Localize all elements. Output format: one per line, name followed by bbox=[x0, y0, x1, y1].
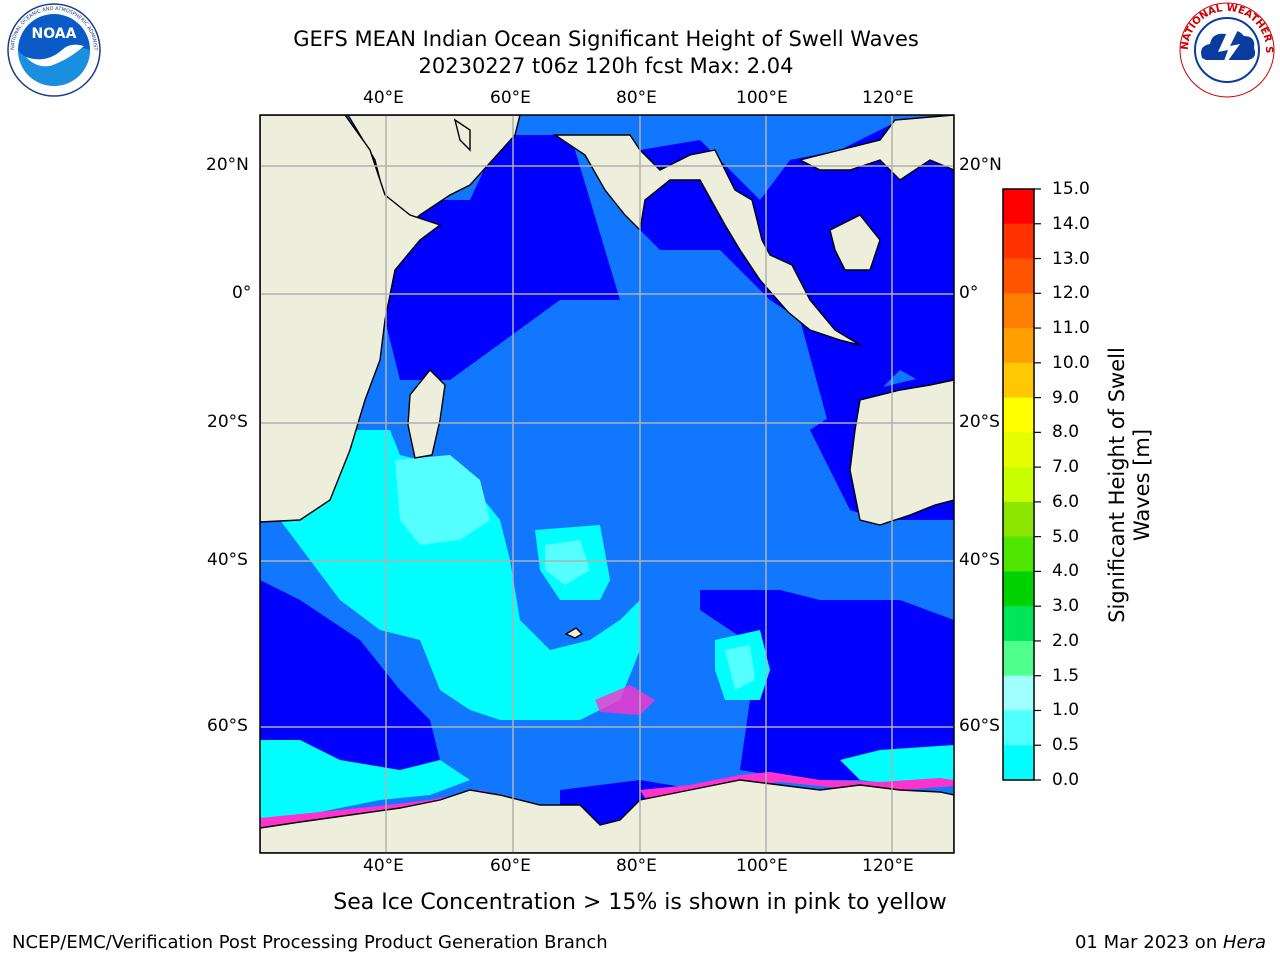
colorbar-tick-marks bbox=[1034, 188, 1041, 781]
sea-ice-note: Sea Ice Concentration > 15% is shown in … bbox=[333, 890, 947, 915]
colorbar-tick-label: 1.0 bbox=[1052, 700, 1080, 721]
footer-credit: NCEP/EMC/Verification Post Processing Pr… bbox=[12, 932, 608, 953]
colorbar-segment bbox=[1003, 223, 1034, 260]
graticule bbox=[260, 115, 954, 853]
lat-label-left-0: 0° bbox=[232, 283, 252, 303]
map-subtitle: 20230227 t06z 120h fcst Max: 2.04 bbox=[418, 54, 794, 78]
lon-label-bottom-60e: 60°E bbox=[490, 856, 531, 876]
noaa-logo-text: NOAA bbox=[32, 26, 77, 42]
colorbar-label-line2: Waves [m] bbox=[1130, 428, 1154, 542]
colorbar-segment bbox=[1003, 328, 1034, 364]
map-frame bbox=[259, 114, 955, 854]
lon-label-top-120e: 120°E bbox=[862, 88, 914, 108]
lon-label-top-40e: 40°E bbox=[363, 88, 404, 108]
colorbar-segment bbox=[1003, 536, 1034, 572]
colorbar-tick-label: 12.0 bbox=[1052, 283, 1090, 304]
colorbar-tick-label: 8.0 bbox=[1052, 422, 1080, 443]
colorbar-tick-label: 0.0 bbox=[1052, 770, 1080, 790]
lat-label-right-40s: 40°S bbox=[959, 550, 1000, 570]
colorbar-tick-label: 3.0 bbox=[1052, 596, 1080, 617]
colorbar-segment bbox=[1003, 745, 1034, 781]
lat-label-left-40s: 40°S bbox=[207, 550, 248, 570]
colorbar-segment bbox=[1003, 675, 1034, 711]
lon-label-top-80e: 80°E bbox=[616, 88, 657, 108]
colorbar-segment bbox=[1003, 710, 1034, 746]
colorbar-segment bbox=[1003, 432, 1034, 468]
land-masses bbox=[260, 115, 954, 853]
noaa-logo: NOAA NATIONAL OCEANIC AND ATMOSPHERIC AD… bbox=[4, 2, 101, 97]
colorbar-segment bbox=[1003, 293, 1034, 329]
colorbar-tick-label: 1.5 bbox=[1052, 665, 1080, 686]
colorbar-segment bbox=[1003, 467, 1034, 503]
colorbar-tick-label: 13.0 bbox=[1052, 248, 1090, 269]
map-title: GEFS MEAN Indian Ocean Significant Heigh… bbox=[293, 27, 919, 51]
lat-label-left-60s: 60°S bbox=[207, 716, 248, 736]
footer-host: Hera bbox=[1222, 932, 1266, 953]
colorbar-label-line1: Significant Height of Swell bbox=[1105, 347, 1129, 623]
colorbar-tick-label: 9.0 bbox=[1052, 387, 1080, 408]
lat-label-right-0: 0° bbox=[959, 283, 979, 303]
colorbar-tick-label: 5.0 bbox=[1052, 526, 1080, 547]
colorbar-segment bbox=[1003, 189, 1034, 225]
lon-label-top-60e: 60°E bbox=[490, 88, 531, 108]
lat-label-left-20n: 20°N bbox=[206, 155, 249, 175]
colorbar-tick-label: 10.0 bbox=[1052, 352, 1090, 373]
colorbar-label: Significant Height of Swell Waves [m] bbox=[1105, 295, 1155, 675]
colorbar-segment bbox=[1003, 397, 1034, 433]
lat-label-right-60s: 60°S bbox=[959, 716, 1000, 736]
colorbar-tick-label: 7.0 bbox=[1052, 457, 1080, 478]
lat-label-right-20n: 20°N bbox=[959, 155, 1002, 175]
lat-label-right-20s: 20°S bbox=[959, 412, 1000, 432]
colorbar-tick-label: 4.0 bbox=[1052, 561, 1080, 582]
lon-label-bottom-120e: 120°E bbox=[862, 856, 914, 876]
colorbar-tick-label: 6.0 bbox=[1052, 491, 1080, 512]
colorbar-segment bbox=[1003, 606, 1034, 642]
colorbar-tick-label: 2.0 bbox=[1052, 630, 1080, 651]
lon-label-bottom-80e: 80°E bbox=[616, 856, 657, 876]
colorbar-tick-label: 14.0 bbox=[1052, 213, 1090, 234]
colorbar-segment bbox=[1003, 501, 1034, 538]
colorbar-segment bbox=[1003, 571, 1034, 607]
colorbar-segment bbox=[1003, 362, 1034, 399]
lon-label-bottom-40e: 40°E bbox=[363, 856, 404, 876]
footer-date-text: 01 Mar 2023 on bbox=[1074, 932, 1223, 953]
high-swell-regions bbox=[395, 455, 755, 690]
colorbar-tick-label: 11.0 bbox=[1052, 318, 1090, 339]
map-area bbox=[260, 115, 954, 853]
colorbar-segment bbox=[1003, 258, 1034, 294]
colorbar-frame bbox=[1002, 188, 1035, 781]
colorbar-segment bbox=[1003, 640, 1034, 677]
nws-logo: NATIONAL WEATHER SERVICE bbox=[1176, 0, 1275, 98]
lat-label-left-20s: 20°S bbox=[207, 412, 248, 432]
footer-date: 01 Mar 2023 on Hera bbox=[1075, 932, 1266, 953]
colorbar-tick-label: 15.0 bbox=[1052, 179, 1090, 199]
colorbar bbox=[1003, 189, 1034, 781]
lon-label-top-100e: 100°E bbox=[736, 88, 788, 108]
lon-label-bottom-100e: 100°E bbox=[736, 856, 788, 876]
colorbar-tick-label: 0.5 bbox=[1052, 735, 1080, 756]
